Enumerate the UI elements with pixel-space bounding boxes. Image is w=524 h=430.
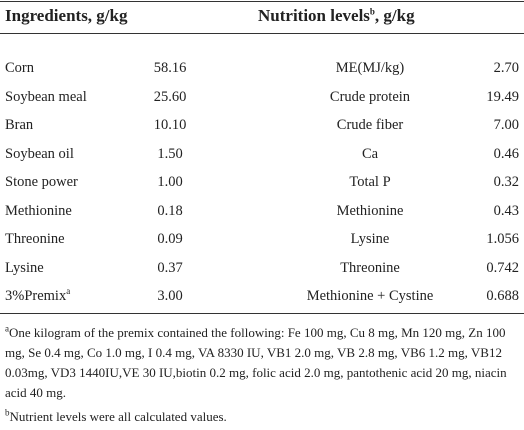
- ingredient: Soybean oil: [5, 145, 74, 162]
- level-cell: 0.46: [493, 145, 519, 162]
- nutrient-cell: Methionine: [336, 202, 404, 219]
- amount-cell: 0.18: [157, 202, 183, 219]
- amount-cell: 0.09: [157, 231, 183, 247]
- superscript: b: [369, 6, 375, 17]
- nutrient-cell: ME(MJ/kg): [335, 60, 405, 76]
- ingredient-cell: Bran: [5, 111, 33, 140]
- amount-cell: 3.00: [157, 288, 183, 304]
- ingredient: Methionine: [5, 202, 72, 219]
- level-cell: 2.70: [493, 60, 519, 76]
- nutrient-cell: Methionine + Cystine: [306, 288, 434, 304]
- level-cell: 19.49: [486, 88, 519, 105]
- top-rule: [0, 1, 524, 2]
- nutrient-cell: Total P: [349, 174, 391, 190]
- footnote-marker: b: [5, 407, 10, 418]
- amount-cell: 1.00: [157, 174, 183, 190]
- ingredient-cell: Threonine: [5, 225, 65, 254]
- nutrient-cell: Lysine: [350, 231, 390, 247]
- footnote-text: Nutrient levels were all calculated valu…: [9, 409, 227, 424]
- amount-cell: 58.16: [153, 60, 187, 76]
- amount-cell: 0.37: [157, 259, 183, 276]
- superscript: a: [66, 286, 71, 297]
- column-header: Nutrition levelsb, g/kg: [258, 6, 415, 26]
- header-text: Nutrition levels: [258, 6, 370, 25]
- level-cell: 0.688: [486, 288, 519, 304]
- level-cell: 1.056: [486, 231, 519, 247]
- footnote: bNutrient levels were all calculated val…: [5, 407, 521, 427]
- amount-cell: 25.60: [153, 88, 187, 105]
- level-cell: 0.43: [493, 202, 519, 219]
- column-header: Ingredients, g/kg: [5, 6, 128, 25]
- ingredient: Stone power: [5, 174, 78, 190]
- nutrient-cell: Crude protein: [329, 88, 411, 105]
- ingredient: 3%Premix: [5, 288, 67, 304]
- footnote: aOne kilogram of the premix contained th…: [5, 323, 521, 403]
- nutrient-cell: Crude fiber: [336, 117, 404, 133]
- ingredient-cell: Stone power: [5, 168, 78, 197]
- ingredient-cell: Corn: [5, 54, 34, 83]
- nutrient-cell: Ca: [361, 145, 379, 162]
- ingredient-cell: 3%Premixa: [5, 282, 70, 311]
- header-unit: , g/kg: [374, 6, 415, 25]
- level-cell: 0.742: [486, 259, 519, 276]
- ingredient-cell: Soybean meal: [5, 83, 87, 112]
- level-cell: 7.00: [493, 117, 519, 133]
- footnote-marker: a: [5, 323, 9, 334]
- header-rule: [0, 33, 524, 34]
- ingredient: Threonine: [5, 231, 65, 247]
- ingredient: Bran: [5, 117, 34, 133]
- bottom-rule: [0, 313, 524, 314]
- footnote-text: One kilogram of the premix contained the…: [5, 325, 507, 400]
- level-cell: 0.32: [493, 174, 519, 190]
- ingredient: Lysine: [5, 259, 44, 276]
- ingredient: Corn: [5, 60, 34, 76]
- nutrient-cell: Threonine: [340, 259, 400, 276]
- ingredient-cell: Methionine: [5, 197, 72, 226]
- amount-cell: 10.10: [153, 117, 187, 133]
- ingredient-cell: Soybean oil: [5, 140, 74, 169]
- ingredient-cell: Lysine: [5, 254, 44, 283]
- amount-cell: 1.50: [157, 145, 183, 162]
- ingredient: Soybean meal: [5, 88, 87, 105]
